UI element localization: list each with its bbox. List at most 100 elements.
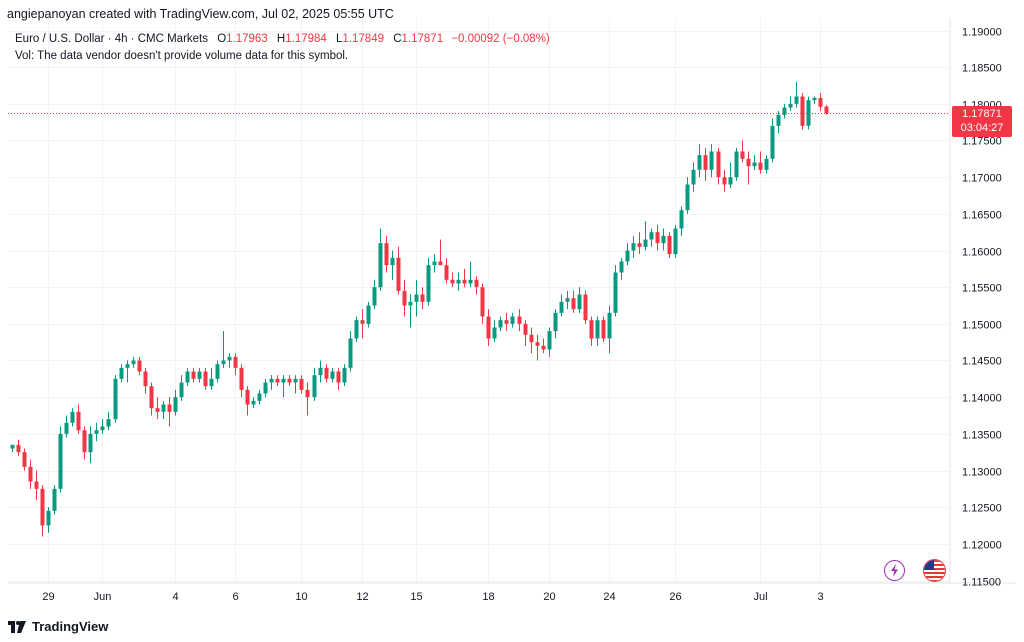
candle [746,151,751,185]
candle [794,81,799,108]
candle [480,283,485,324]
candle [245,386,250,416]
candle [318,360,323,383]
candle-body [191,371,196,379]
candle [28,459,33,489]
candle [239,364,244,398]
candle-body [474,279,479,288]
candle [324,364,329,383]
candle [504,312,509,332]
candle-body [209,378,214,387]
candle-body [420,294,425,302]
candle [10,444,15,453]
candle-body [360,320,365,324]
time-tick-label: Jul [753,591,767,603]
candle-body [299,378,304,390]
candle-body [293,378,298,383]
candle-body [631,243,636,251]
candle-body [728,177,733,185]
candle-body [589,320,594,339]
footer-brand[interactable]: TradingView [8,619,108,634]
time-tick-label: 15 [410,591,422,603]
candle-body [52,488,57,511]
candle-body [746,158,751,167]
candle [740,140,745,163]
candle [396,246,401,295]
candle-body [438,261,443,266]
candle [88,426,93,464]
candle-body [806,100,811,126]
candle-body [758,162,763,170]
low-label: L [336,33,343,45]
candle-body [565,298,570,302]
candle-body [595,320,600,339]
candle-body [770,125,775,159]
candle-body [384,243,389,266]
candle [673,224,678,258]
candle-body [667,235,672,255]
candle-body [287,378,292,383]
candle [173,389,178,416]
candle [408,294,413,328]
candle [209,367,214,390]
candle-body [46,510,51,526]
candle-body [559,301,564,313]
candle-body [82,430,87,453]
brand-name: TradingView [32,619,109,634]
candle-body [541,345,546,350]
candle [553,309,558,339]
candle [456,272,461,291]
candle [203,367,208,390]
candle-body [396,257,401,291]
us-flag-event-icon[interactable] [923,559,946,582]
time-axis[interactable]: 29 Jun 4 6 10 12 15 18 20 24 26 Jul 3 [42,591,823,603]
candle [643,221,648,251]
candle [390,250,395,280]
candle [547,327,552,357]
candle [76,404,81,434]
candle-body [275,378,280,383]
candle-body [673,228,678,255]
candle [82,426,87,460]
candle-body [462,279,467,284]
candle-body [167,404,172,412]
candle [64,415,69,438]
candle [125,360,130,383]
volume-note: Vol: The data vendor doesn't provide vol… [15,50,349,62]
candle-body [263,382,268,394]
candle [535,334,540,361]
symbol-name[interactable]: Euro / U.S. Dollar · 4h · CMC Markets [15,33,208,45]
candle [227,353,232,368]
candle-body [523,323,528,335]
candle [119,364,124,383]
candle-body [203,371,208,387]
candle-body [173,397,178,412]
lightning-event-icon[interactable] [884,560,905,581]
candle [517,309,522,332]
price-tick-label: 1.15500 [962,283,1002,295]
candle-body [764,158,769,170]
candle [191,367,196,383]
candle-body [685,184,690,211]
candle-body [697,155,702,170]
candle [336,367,341,390]
candle [770,118,775,163]
candle [281,375,286,398]
candle [462,268,467,288]
candle [800,92,805,130]
time-tick-label: 24 [603,591,615,603]
candle-body [76,411,81,431]
candle-layer [10,81,829,537]
price-axis[interactable]: 1.190001.185001.180001.175001.170001.165… [962,27,1002,589]
candle [58,426,63,493]
candle [613,265,618,317]
candle [619,257,624,280]
candle-body [58,433,63,489]
candle-body [324,367,329,379]
candle [595,316,600,346]
candle-body [40,488,45,526]
candle-body [408,301,413,306]
candle-body [426,265,431,302]
symbol-legend[interactable]: Euro / U.S. Dollar · 4h · CMC Markets O1… [15,33,550,45]
